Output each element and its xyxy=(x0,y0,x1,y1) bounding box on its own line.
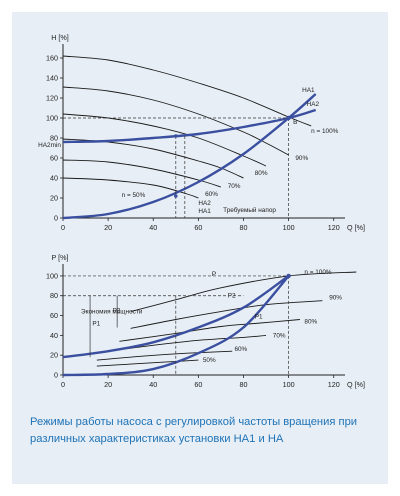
y-tick-label: 20 xyxy=(50,351,58,360)
power-flow-chart: 0 20 40 60 80 100 120 0 20 40 60 80 100 P [%] Q [%] P n … xyxy=(46,253,365,389)
annotation-90: 90% xyxy=(295,155,308,162)
series-n-100 xyxy=(130,271,357,313)
annotation-на2min: НА2min xyxy=(38,142,61,149)
operating-point-b xyxy=(286,115,291,121)
operating-point-ha2 xyxy=(174,134,178,138)
x-tick-label: 80 xyxy=(239,223,247,232)
y-tick-label: 20 xyxy=(50,194,58,203)
y-tick-label: 60 xyxy=(50,311,58,320)
y-tick-label: 60 xyxy=(50,154,58,163)
x-tick-label: 40 xyxy=(149,380,157,389)
figure-panel xyxy=(12,12,388,484)
annotation-p1: P1 xyxy=(255,314,263,321)
series-80 xyxy=(119,319,300,342)
series-60 xyxy=(62,159,222,188)
series-60 xyxy=(96,350,233,361)
annotation-p2: P2 xyxy=(228,293,236,300)
annotation-на1: НА1 xyxy=(198,208,211,215)
annotation-n-50: n = 50% xyxy=(122,192,146,199)
annotation-n-100: n = 100% xyxy=(311,128,338,135)
y-tick-label: 80 xyxy=(50,291,58,300)
x-tick-label: 80 xyxy=(239,380,247,389)
series-50 xyxy=(96,359,199,367)
head-flow-chart: 0 20 40 60 80 100 120 0 20 40 60 80 100 120 140 160 H [%… xyxy=(38,33,365,232)
series-90 xyxy=(62,86,289,156)
annotation-60: 60% xyxy=(205,191,218,198)
x-tick-label: 100 xyxy=(283,380,295,389)
annotation-p: P xyxy=(212,271,216,278)
annotation-на1: НА1 xyxy=(302,87,315,94)
x-tick-label: 120 xyxy=(328,223,340,232)
x-tick-label: 40 xyxy=(149,223,157,232)
y-tick-label: 100 xyxy=(46,271,58,280)
y-tick-label: 100 xyxy=(46,114,58,123)
operating-point-p xyxy=(286,273,291,279)
series-n-100 xyxy=(62,55,312,127)
annotation-60: 60% xyxy=(234,346,247,353)
y-tick-label: 120 xyxy=(46,94,58,103)
y-tick-label: 160 xyxy=(46,54,58,63)
y-axis-label: H [%] xyxy=(51,33,69,42)
x-tick-label: 60 xyxy=(194,380,202,389)
x-axis-label: Q [%] xyxy=(347,380,365,389)
y-tick-label: 140 xyxy=(46,74,58,83)
x-tick-label: 120 xyxy=(328,380,340,389)
annotation-90: 90% xyxy=(329,295,342,302)
annotation-на2: НА2 xyxy=(198,200,211,207)
series-80 xyxy=(62,113,267,167)
annotation-b: B xyxy=(293,119,297,126)
x-tick-label: 100 xyxy=(283,223,295,232)
y-tick-label: 40 xyxy=(50,331,58,340)
annotation-50: 50% xyxy=(203,357,216,364)
annotation-n-100: n = 100% xyxy=(304,269,331,276)
annotation-70: 70% xyxy=(273,332,286,339)
series-p1 xyxy=(62,275,290,377)
series-70 xyxy=(108,334,267,352)
annotation-p1: P1 xyxy=(92,320,100,327)
x-tick-label: 20 xyxy=(104,223,112,232)
x-tick-label: 0 xyxy=(61,223,65,232)
annotation-p2: P2 xyxy=(113,308,121,315)
x-axis-label: Q [%] xyxy=(347,223,365,232)
x-tick-label: 60 xyxy=(194,223,202,232)
y-tick-label: 0 xyxy=(54,371,58,380)
annotation-требуемый-напор: Требуемый напор xyxy=(223,206,276,214)
y-axis-label: P [%] xyxy=(51,253,68,262)
y-tick-label: 40 xyxy=(50,174,58,183)
series-p2 xyxy=(62,274,290,359)
annotation-80: 80% xyxy=(255,170,268,177)
figure-caption: Режимы работы насоса с регулировкой част… xyxy=(30,416,358,445)
annotation-на2: НА2 xyxy=(307,101,320,108)
x-tick-label: 0 xyxy=(61,380,65,389)
annotation-экономия-мощности: Экономия мощности xyxy=(81,309,143,316)
y-tick-label: 0 xyxy=(54,214,58,223)
series-n-50 xyxy=(62,177,199,199)
y-tick-label: 80 xyxy=(50,134,58,143)
annotation-80: 80% xyxy=(304,318,317,325)
operating-point-ha1 xyxy=(174,194,178,198)
annotation-70: 70% xyxy=(228,183,241,190)
x-tick-label: 20 xyxy=(104,380,112,389)
series-90 xyxy=(130,300,323,329)
